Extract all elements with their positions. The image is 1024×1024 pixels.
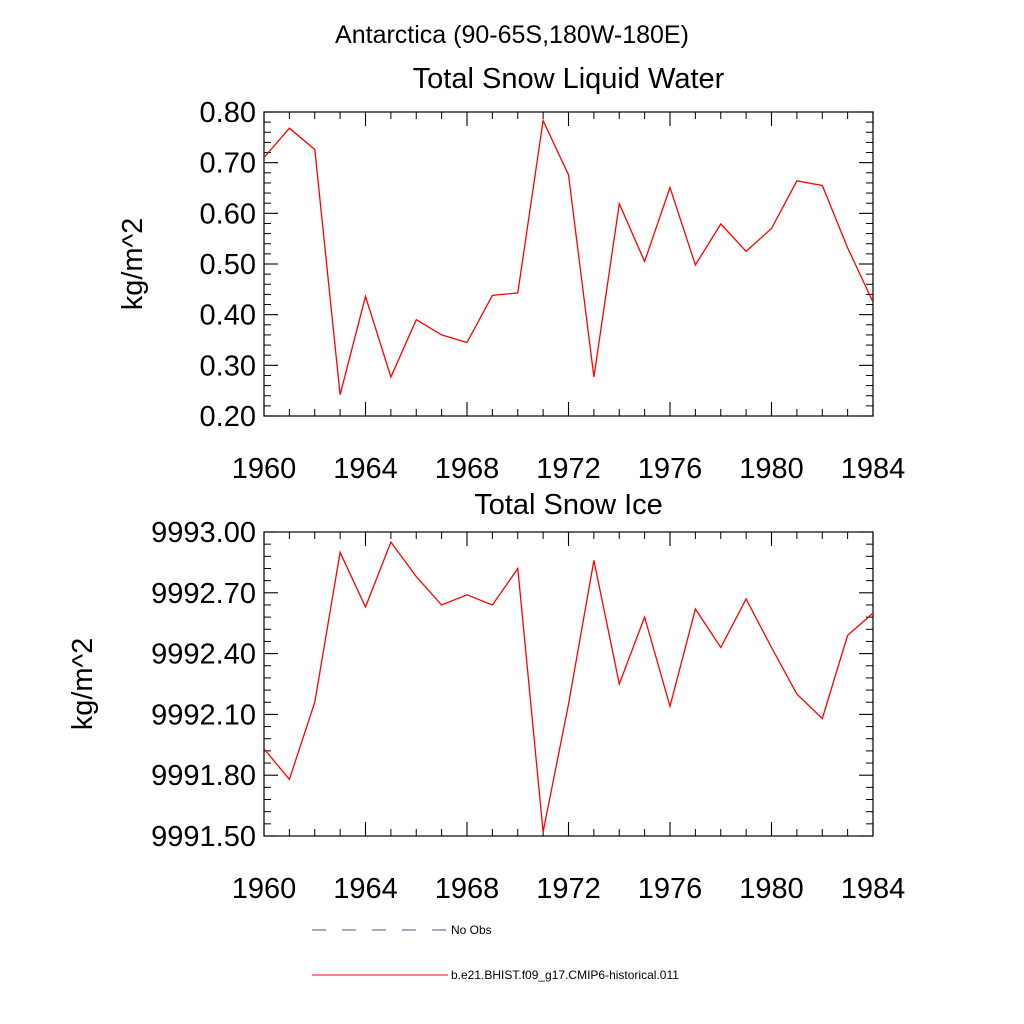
legend: No Obs b.e21.BHIST.f09_g17.CMIP6-historic… (312, 923, 679, 982)
y-tick-label: 0.20 (200, 401, 256, 433)
y-tick-label: 9991.50 (151, 821, 256, 853)
x-tick-label: 1960 (232, 453, 297, 485)
x-tick-label: 1968 (435, 873, 500, 905)
x-tick-label: 1968 (435, 453, 500, 485)
x-tick-label: 1980 (739, 873, 804, 905)
chart-title: Total Snow Liquid Water (413, 63, 725, 95)
chart-title: Total Snow Ice (474, 489, 663, 521)
y-tick-label: 0.70 (200, 148, 256, 180)
y-tick-label: 0.30 (200, 350, 256, 382)
legend-label-1: No Obs (451, 923, 492, 937)
x-tick-label: 1980 (739, 453, 804, 485)
y-tick-label: 0.40 (200, 300, 256, 332)
x-tick-label: 1984 (841, 453, 906, 485)
x-tick-label: 1984 (841, 873, 906, 905)
x-tick-label: 1964 (333, 453, 398, 485)
legend-label-2: b.e21.BHIST.f09_g17.CMIP6-historical.011 (451, 968, 679, 982)
series-line (264, 118, 873, 395)
x-tick-label: 1972 (536, 873, 601, 905)
figure-title: Antarctica (90-65S,180W-180E) (335, 21, 689, 49)
chart-panels: Total Snow Liquid Water kg/m^2 1960 1964 196… (67, 63, 905, 905)
x-tick-label: 1976 (638, 453, 703, 485)
y-axis-label: kg/m^2 (117, 218, 149, 311)
x-tick-label: 1976 (638, 873, 703, 905)
chart-panel-1: Total Snow Liquid Water kg/m^2 1960 1964 196… (117, 63, 905, 485)
x-tick-label: 1964 (333, 873, 398, 905)
y-tick-label: 0.60 (200, 198, 256, 230)
y-tick-label: 0.80 (200, 97, 256, 129)
chart-panel-2: Total Snow Ice kg/m^2 1960 1964 1968 1972 1976… (67, 489, 905, 905)
x-tick-label: 1972 (536, 453, 601, 485)
y-tick-label: 9992.10 (151, 699, 256, 731)
y-tick-label: 0.50 (200, 249, 256, 281)
plot-frame (263, 111, 874, 417)
y-tick-label: 9993.00 (151, 517, 256, 549)
y-tick-label: 9991.80 (151, 760, 256, 792)
x-tick-label: 1960 (232, 873, 297, 905)
y-axis-label: kg/m^2 (67, 638, 99, 731)
y-tick-label: 9992.40 (151, 639, 256, 671)
plot-frame (263, 531, 874, 837)
series-line (264, 540, 873, 833)
y-tick-label: 9992.70 (151, 578, 256, 610)
